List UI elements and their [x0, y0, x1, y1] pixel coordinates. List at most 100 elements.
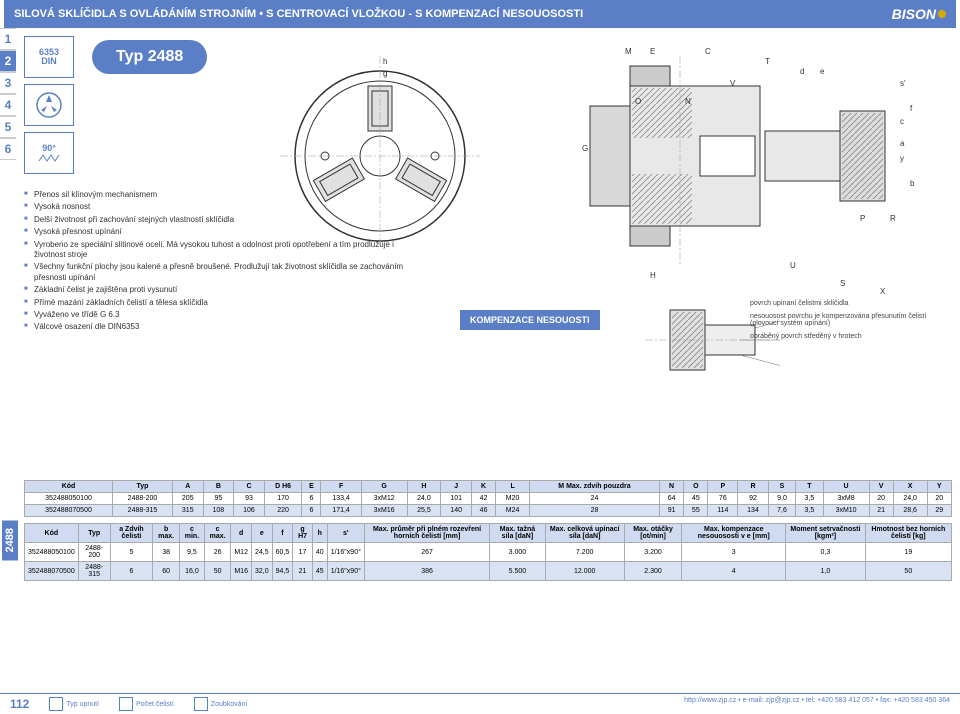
col-header: B	[203, 481, 234, 493]
svg-text:e: e	[820, 67, 825, 76]
col-header: C	[234, 481, 265, 493]
col-header: a Zdvih čelisti	[110, 524, 153, 543]
feature-item: Základní čelist je zajištěna proti vysun…	[24, 285, 424, 295]
feature-item: Všechny funkční plochy jsou kalené a pře…	[24, 262, 424, 283]
svg-text:d: d	[800, 67, 804, 76]
col-header: c min.	[180, 524, 205, 543]
footer-icon-2: Počet čelistí	[119, 697, 174, 711]
nav-6: 6	[0, 138, 16, 160]
col-header: M Max. zdvih pouzdra	[529, 481, 659, 493]
col-header: s'	[327, 524, 364, 543]
type-badge: Typ 2488	[92, 40, 207, 74]
din-icon: 6353 DIN	[24, 36, 74, 78]
col-header: g H7	[293, 524, 313, 543]
col-header: N	[659, 481, 683, 493]
compensation-badge: KOMPENZACE NESOUOSTI	[460, 310, 600, 330]
feature-item: Delší životnost při zachování stejných v…	[24, 215, 424, 225]
svg-text:b: b	[910, 179, 915, 188]
svg-text:O: O	[635, 97, 641, 106]
page-number: 112	[10, 697, 29, 711]
jaw-icon	[24, 84, 74, 126]
col-header: d	[231, 524, 252, 543]
footer-icon-1: Typ upnutí	[49, 697, 99, 711]
col-header: b max.	[153, 524, 180, 543]
side-nav: 1 2 3 4 5 6	[0, 28, 16, 160]
col-header: h	[312, 524, 327, 543]
svg-text:f: f	[910, 104, 913, 113]
footer-contact: http://www.zjp.cz • e-mail: zjp@zjp.cz •…	[684, 697, 950, 711]
col-header: Max. průměr při plném rozevření horních …	[364, 524, 489, 543]
col-header: Typ	[113, 481, 173, 493]
feature-item: Vysoká přesnost upínání	[24, 227, 424, 237]
col-header: Kód	[25, 524, 79, 543]
table-row: 3524880501002488-2005389,526M1224,560,51…	[25, 543, 952, 562]
col-header: O	[684, 481, 708, 493]
col-header: Moment setrvačnosti [kgm²]	[786, 524, 865, 543]
page-title: SILOVÁ SKLÍČIDLA S OVLÁDÁNÍM STROJNÍM • …	[14, 8, 583, 20]
svg-text:a: a	[900, 139, 905, 148]
col-header: Y	[927, 481, 951, 493]
svg-text:S: S	[840, 279, 845, 288]
table-row: 3524880705002488-31566016,050M1632,094,5…	[25, 562, 952, 581]
svg-text:P: P	[860, 214, 865, 223]
svg-text:G: G	[582, 144, 588, 153]
col-header: U	[823, 481, 869, 493]
page-footer: 112 Typ upnutí Počet čelistí Zoubkování …	[0, 693, 960, 714]
col-header: e	[251, 524, 272, 543]
svg-text:y: y	[900, 154, 904, 163]
feature-item: Vysoká nosnost	[24, 202, 424, 212]
svg-text:M: M	[625, 47, 632, 56]
svg-text:C: C	[705, 47, 711, 56]
dimensions-table-1: KódTypABCD H6EFGHJKLM Max. zdvih pouzdra…	[24, 480, 952, 517]
col-header: R	[738, 481, 769, 493]
col-header: F	[321, 481, 361, 493]
angle-icon: 90°	[24, 132, 74, 174]
col-header: f	[272, 524, 293, 543]
col-header: Typ	[78, 524, 110, 543]
col-header: L	[496, 481, 530, 493]
callout-3: obráběný povrch středěný v hrotech	[750, 333, 930, 340]
table-row: 3524880705002488-3153151081062206171,43x…	[25, 505, 952, 517]
col-header: V	[869, 481, 893, 493]
nav-4: 4	[0, 94, 16, 116]
col-header: Max. tažná síla [daN]	[490, 524, 545, 543]
feature-item: Přímé mazání základních čelistí a tělesa…	[24, 298, 424, 308]
svg-text:E: E	[650, 47, 655, 56]
callout-1: povrch upínaní čelistmi sklíčidla	[750, 300, 930, 307]
feature-item: Válcové osazení dle DIN6353	[24, 322, 424, 332]
nav-1: 1	[0, 28, 16, 50]
col-header: Kód	[25, 481, 113, 493]
col-header: Max. kompenzace nesouososti v e [mm]	[682, 524, 786, 543]
col-header: H	[407, 481, 441, 493]
nav-3: 3	[0, 72, 16, 94]
col-header: X	[893, 481, 927, 493]
svg-text:U: U	[790, 261, 796, 270]
spec-icons: 6353 DIN 90°	[24, 36, 80, 180]
svg-text:s': s'	[900, 79, 906, 88]
nav-5: 5	[0, 116, 16, 138]
dimensions-table-2: KódTypa Zdvih čelistib max.c min.c max.d…	[24, 523, 952, 581]
col-header: E	[302, 481, 321, 493]
table-row: 3524880501002488-20020595931706133,43xM1…	[25, 493, 952, 505]
col-header: D H6	[264, 481, 302, 493]
col-header: Hmotnost bez horních čelistí [kg]	[865, 524, 951, 543]
col-header: A	[172, 481, 203, 493]
feature-item: Vyváženo ve třídě G 6.3	[24, 310, 424, 320]
col-header: J	[441, 481, 472, 493]
col-header: S	[768, 481, 795, 493]
svg-text:T: T	[765, 57, 770, 66]
svg-text:g: g	[383, 69, 387, 78]
svg-text:X: X	[880, 287, 886, 296]
svg-text:H: H	[650, 271, 656, 280]
side-model-label: 2488	[2, 520, 18, 560]
svg-text:h: h	[383, 57, 387, 66]
svg-text:N: N	[685, 97, 691, 106]
col-header: K	[471, 481, 495, 493]
callout-2: nesouosost povrchu je kompenzována přesu…	[750, 313, 930, 327]
col-header: Max. celková upínací síla [daN]	[545, 524, 624, 543]
col-header: Max. otáčky [ot/min]	[624, 524, 682, 543]
col-header: G	[361, 481, 407, 493]
col-header: c max.	[204, 524, 230, 543]
feature-item: Vyrobeno ze speciální slitinové oceli. M…	[24, 240, 424, 261]
diagram-callouts: povrch upínaní čelistmi sklíčidla nesouo…	[750, 300, 930, 346]
